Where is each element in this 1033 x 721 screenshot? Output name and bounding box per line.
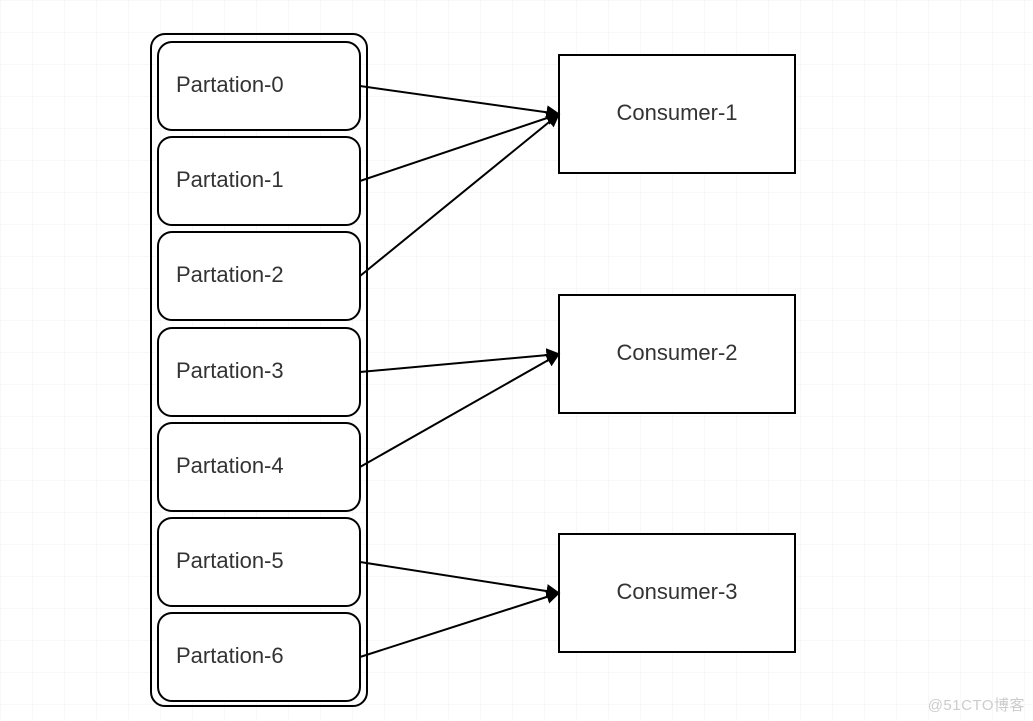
consumer-label-c1: Consumer-1 [616,100,737,125]
consumer-label-c2: Consumer-2 [616,340,737,365]
consumer-node-c1: Consumer-1 [559,55,795,173]
consumer-node-c3: Consumer-3 [559,534,795,652]
partition-label-p4: Partation-4 [176,453,284,478]
diagram-canvas: Partation-0 Partation-1 Partation-2 Partati… [0,0,1033,721]
partition-node-p2: Partation-2 [158,232,360,320]
partition-node-p4: Partation-4 [158,423,360,511]
partition-label-p1: Partation-1 [176,167,284,192]
partition-label-p5: Partation-5 [176,548,284,573]
consumer-label-c3: Consumer-3 [616,579,737,604]
partition-node-p3: Partation-3 [158,328,360,416]
partition-node-p6: Partation-6 [158,613,360,701]
partition-label-p2: Partation-2 [176,262,284,287]
partition-node-p0: Partation-0 [158,42,360,130]
partition-label-p0: Partation-0 [176,72,284,97]
partition-node-p5: Partation-5 [158,518,360,606]
watermark-text: @51CTO博客 [928,694,1025,715]
partition-label-p3: Partation-3 [176,358,284,383]
consumer-node-c2: Consumer-2 [559,295,795,413]
partition-node-p1: Partation-1 [158,137,360,225]
partition-label-p6: Partation-6 [176,643,284,668]
